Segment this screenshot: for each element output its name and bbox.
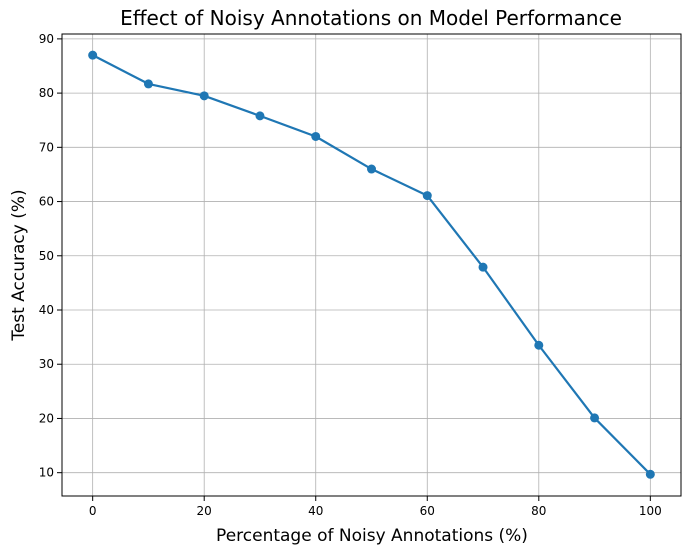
data-point <box>255 111 265 121</box>
data-point <box>199 91 209 101</box>
y-tick-label: 40 <box>39 303 54 317</box>
y-tick-label: 80 <box>39 86 54 100</box>
plot-frame <box>61 33 682 497</box>
data-point <box>534 340 544 350</box>
series-line <box>91 54 652 476</box>
series-layer <box>88 50 655 479</box>
y-tick-label: 50 <box>39 249 54 263</box>
x-tick-label: 0 <box>89 504 97 518</box>
y-tick-label: 20 <box>39 411 54 425</box>
data-point <box>422 191 432 201</box>
data-point <box>367 164 376 174</box>
y-tick-label: 10 <box>39 466 54 480</box>
x-tick-label: 40 <box>308 504 323 518</box>
y-tick-label: 70 <box>39 140 54 154</box>
data-point <box>590 413 600 423</box>
data-point <box>645 469 655 479</box>
x-tick-label: 60 <box>420 504 435 518</box>
y-tick-label: 60 <box>39 195 54 209</box>
x-axis-label: Percentage of Noisy Annotations (%) <box>216 526 528 546</box>
x-tick-label: 80 <box>531 504 546 518</box>
y-axis-label: Test Accuracy (%) <box>9 189 29 341</box>
chart-title: Effect of Noisy Annotations on Model Per… <box>120 6 622 30</box>
grid <box>62 34 681 496</box>
y-tick-label: 90 <box>39 32 54 46</box>
axis-ticks: 0 20 40 60 80 100 10 20 30 40 50 60 70 80 90 <box>39 32 662 518</box>
data-point <box>311 131 321 141</box>
data-point <box>478 262 488 272</box>
data-point <box>88 50 98 60</box>
y-tick-label: 30 <box>39 357 54 371</box>
x-tick-label: 100 <box>639 504 662 518</box>
x-tick-label: 20 <box>197 504 212 518</box>
data-point <box>143 79 153 89</box>
